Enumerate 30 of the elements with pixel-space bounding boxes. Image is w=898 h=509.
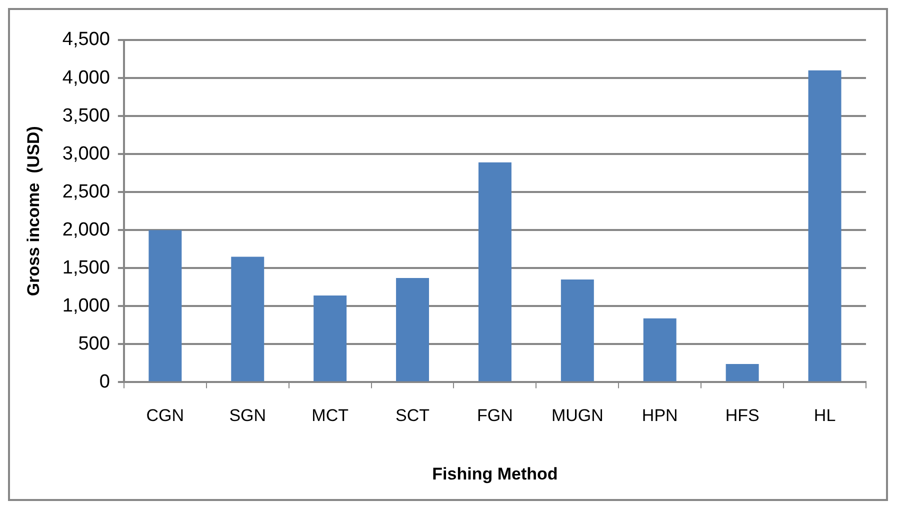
y-tick-label: 1,000 — [62, 295, 110, 316]
y-tick-label: 2,500 — [62, 181, 110, 202]
x-tick-label: SGN — [229, 406, 266, 426]
x-tick-label: SCT — [396, 406, 430, 426]
x-tick-label: HFS — [725, 406, 760, 426]
bar — [643, 318, 676, 382]
y-axis-title: Gross income (USD) — [24, 126, 43, 296]
bar — [726, 364, 759, 382]
bar — [148, 230, 182, 382]
bar — [478, 162, 512, 382]
y-tick-label: 1,500 — [62, 257, 110, 278]
y-tick-label: 0 — [99, 371, 110, 392]
x-axis-title: Fishing Method — [432, 464, 558, 484]
x-tick-label: HPN — [642, 406, 678, 426]
y-tick-label: 4,000 — [62, 67, 110, 88]
y-tick-label: 4,500 — [62, 29, 110, 50]
y-tick-label: 3,500 — [62, 105, 110, 126]
bar — [231, 256, 264, 382]
bar — [314, 296, 347, 382]
y-tick-label: 500 — [78, 333, 110, 354]
x-tick-label: MUGN — [551, 406, 604, 426]
x-tick-label: MCT — [312, 406, 348, 426]
x-tick-label: HL — [814, 406, 836, 426]
bar — [808, 70, 842, 382]
y-tick-label: 3,000 — [62, 143, 110, 164]
bar — [560, 280, 594, 382]
x-tick-label: FGN — [477, 406, 513, 426]
y-tick-label: 2,000 — [62, 219, 110, 240]
x-tick-label: CGN — [146, 406, 184, 426]
bar — [396, 278, 430, 382]
